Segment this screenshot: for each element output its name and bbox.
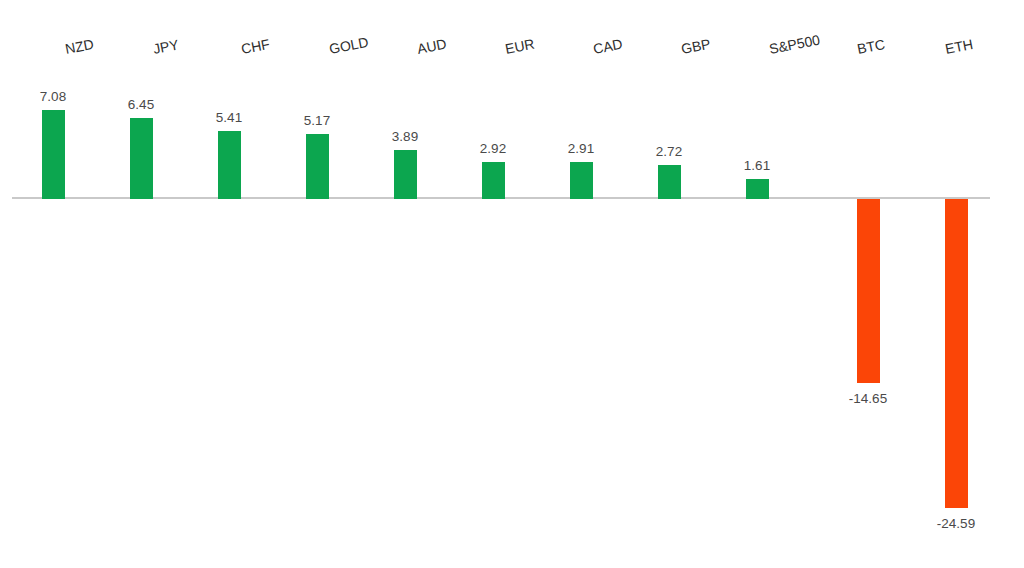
category-label: GOLD [327, 34, 369, 58]
bar-cad [570, 162, 593, 199]
bar-sp500 [746, 179, 769, 199]
value-label: 7.08 [40, 88, 66, 105]
category-label: ETH [943, 36, 974, 58]
category-label: JPY [151, 36, 179, 58]
bar-chart: 7.08 NZD 6.45 JPY 5.41 CHF 5.17 GOLD 3.89 AUD 2.92… [0, 0, 1024, 568]
bar-eur [482, 162, 505, 199]
value-label: 2.92 [480, 140, 506, 157]
bar-gold [306, 134, 329, 199]
bar-chf [218, 131, 241, 199]
bar-aud [394, 150, 417, 199]
category-label: BTC [855, 36, 886, 58]
value-label: -14.65 [849, 390, 887, 407]
category-label: EUR [503, 36, 535, 58]
category-label: CAD [591, 36, 623, 58]
bar-btc [857, 199, 880, 383]
value-label: 5.17 [304, 112, 330, 129]
value-label: 5.41 [216, 109, 242, 126]
category-label: CHF [239, 36, 270, 58]
bar-nzd [42, 110, 65, 199]
value-label: 1.61 [744, 157, 770, 174]
category-label: GBP [679, 36, 711, 58]
value-label: 2.91 [568, 140, 594, 157]
bar-eth [945, 199, 968, 508]
value-label: 2.72 [656, 143, 682, 160]
category-label: AUD [415, 36, 447, 58]
value-label: 3.89 [392, 128, 418, 145]
bar-gbp [658, 165, 681, 199]
value-label: 6.45 [128, 96, 154, 113]
bar-jpy [130, 118, 153, 199]
category-label: NZD [63, 36, 94, 58]
category-label: S&P500 [767, 32, 821, 58]
value-label: -24.59 [937, 515, 975, 532]
